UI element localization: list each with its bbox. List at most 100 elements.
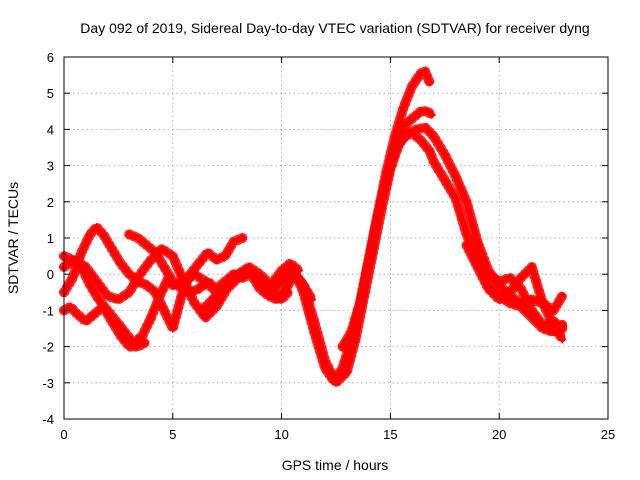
data-point xyxy=(68,273,77,282)
data-point xyxy=(66,302,75,311)
data-point xyxy=(440,176,449,185)
y-tick-label: 6 xyxy=(47,50,54,65)
data-point xyxy=(288,266,297,275)
series-track-9 xyxy=(276,122,568,388)
y-tick-label: 5 xyxy=(47,86,54,101)
data-point xyxy=(403,118,412,127)
data-point xyxy=(133,234,142,242)
data-point xyxy=(160,262,169,271)
series-marker-texture xyxy=(276,122,568,388)
data-point xyxy=(160,306,169,315)
data-point xyxy=(495,277,504,286)
data-point xyxy=(125,270,134,279)
y-axis-label: SDTVAR / TECUs xyxy=(5,182,21,294)
data-point xyxy=(212,255,221,264)
series-track-13 xyxy=(483,269,568,334)
chart-title: Day 092 of 2019, Sidereal Day-to-day VTE… xyxy=(80,20,589,36)
data-point xyxy=(516,284,525,293)
data-point xyxy=(168,324,177,333)
data-point xyxy=(136,270,145,279)
data-point xyxy=(90,310,99,319)
data-point xyxy=(425,147,434,156)
data-point xyxy=(103,306,112,315)
data-point xyxy=(338,342,347,351)
data-point xyxy=(527,262,536,271)
data-point xyxy=(147,313,156,322)
data-point xyxy=(212,302,221,311)
data-point xyxy=(538,299,547,308)
series-track-11 xyxy=(396,106,437,135)
data-point xyxy=(397,125,406,134)
data-point xyxy=(410,112,419,121)
data-point xyxy=(549,317,558,326)
y-tick-label: -3 xyxy=(42,376,54,391)
y-tick-label: -4 xyxy=(42,412,54,427)
data-point xyxy=(112,317,121,326)
x-tick-label: 10 xyxy=(274,427,288,442)
data-point xyxy=(558,291,567,300)
data-point xyxy=(299,281,308,290)
data-point xyxy=(277,270,286,279)
data-point xyxy=(194,259,203,268)
data-point xyxy=(203,248,212,257)
data-point xyxy=(81,317,90,326)
y-tick-label: 3 xyxy=(47,159,54,174)
data-point xyxy=(92,277,101,286)
data-point xyxy=(120,328,129,337)
data-point xyxy=(125,288,134,297)
data-point xyxy=(255,281,264,290)
data-point xyxy=(373,212,382,221)
data-point xyxy=(201,277,210,286)
y-tick-label: 2 xyxy=(47,195,54,210)
data-point xyxy=(451,194,460,203)
x-tick-label: 15 xyxy=(383,427,397,442)
data-point xyxy=(114,295,123,304)
data-point xyxy=(168,281,177,290)
data-point xyxy=(558,335,567,344)
data-point xyxy=(138,331,147,340)
data-point xyxy=(390,132,399,141)
data-point xyxy=(416,136,425,145)
data-point xyxy=(364,255,373,264)
data-point xyxy=(421,67,430,76)
data-point xyxy=(408,81,417,90)
data-point xyxy=(107,244,116,253)
series-marker-texture xyxy=(337,128,568,352)
data-point xyxy=(190,270,199,279)
data-point xyxy=(142,281,151,290)
data-point xyxy=(399,103,408,112)
data-point xyxy=(212,288,221,297)
data-point xyxy=(416,69,425,78)
data-point xyxy=(94,295,103,304)
data-point xyxy=(451,172,460,181)
x-axis-label: GPS time / hours xyxy=(282,457,389,473)
data-point xyxy=(527,306,536,315)
data-point xyxy=(201,313,210,322)
data-point xyxy=(558,324,567,333)
data-point xyxy=(310,317,319,326)
x-tick-label: 5 xyxy=(169,427,176,442)
y-tick-label: 4 xyxy=(47,122,54,137)
data-point xyxy=(229,237,238,246)
x-tick-label: 20 xyxy=(492,427,506,442)
data-point xyxy=(103,291,112,300)
data-point xyxy=(151,248,160,257)
data-point xyxy=(506,273,515,282)
data-point xyxy=(155,291,164,300)
data-point xyxy=(390,147,399,156)
data-point xyxy=(186,288,195,297)
data-point xyxy=(484,284,493,293)
y-tick-label: 1 xyxy=(47,231,54,246)
data-point xyxy=(234,270,243,279)
series-marker-texture xyxy=(59,222,248,334)
data-point xyxy=(538,320,547,329)
data-point xyxy=(125,230,134,239)
data-point xyxy=(99,230,108,239)
series-layer xyxy=(59,66,568,388)
data-point xyxy=(157,244,166,253)
data-point xyxy=(408,129,417,138)
data-point xyxy=(423,107,432,116)
data-point xyxy=(244,266,253,275)
data-point xyxy=(92,223,101,232)
x-tick-label: 25 xyxy=(601,427,615,442)
